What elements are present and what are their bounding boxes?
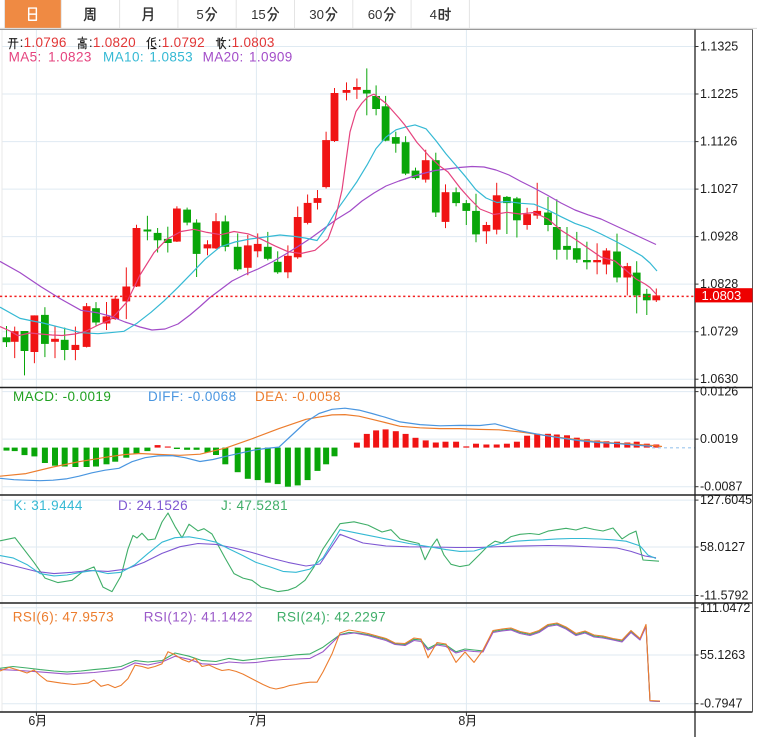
svg-text:-0.7947: -0.7947 (700, 697, 742, 711)
svg-text:J: 47.5281: J: 47.5281 (221, 498, 288, 513)
svg-text:MA20:: MA20: (203, 50, 244, 65)
svg-text:6: 6 (28, 714, 35, 728)
svg-text:30: 30 (309, 7, 324, 22)
svg-text:1.0820: 1.0820 (93, 35, 136, 50)
svg-text:1.0803: 1.0803 (232, 35, 275, 50)
svg-text:1.1225: 1.1225 (700, 87, 738, 101)
svg-text:RSI(24): 42.2297: RSI(24): 42.2297 (277, 610, 386, 625)
svg-text:1.1126: 1.1126 (700, 135, 737, 149)
svg-text:5: 5 (196, 7, 203, 22)
svg-text:DEA: -0.0058: DEA: -0.0058 (255, 389, 341, 404)
svg-text:60: 60 (368, 7, 383, 22)
svg-text:4: 4 (430, 7, 437, 22)
svg-text:7: 7 (248, 714, 255, 728)
svg-text:RSI(6): 47.9573: RSI(6): 47.9573 (13, 610, 114, 625)
svg-text:1.0909: 1.0909 (249, 50, 293, 65)
svg-text:1.0828: 1.0828 (700, 277, 738, 291)
svg-text:8: 8 (458, 714, 465, 728)
svg-text:0.0126: 0.0126 (700, 385, 738, 399)
svg-text:1.0630: 1.0630 (700, 372, 738, 386)
svg-text:55.1263: 55.1263 (700, 648, 745, 662)
svg-text::: : (20, 35, 24, 50)
svg-text:111.0472: 111.0472 (700, 601, 750, 615)
svg-text:1.0803: 1.0803 (702, 288, 742, 303)
svg-text:1.0853: 1.0853 (149, 50, 193, 65)
svg-text:1.1027: 1.1027 (700, 182, 738, 196)
svg-text:1.1325: 1.1325 (700, 40, 738, 54)
svg-text:D: 24.1526: D: 24.1526 (118, 498, 188, 513)
svg-text:1.0796: 1.0796 (24, 35, 67, 50)
svg-text:1.0823: 1.0823 (48, 50, 92, 65)
svg-text:58.0127: 58.0127 (700, 540, 745, 554)
svg-text:DIFF: -0.0068: DIFF: -0.0068 (148, 389, 236, 404)
svg-text:0.0019: 0.0019 (700, 432, 738, 446)
svg-text:1.0792: 1.0792 (162, 35, 205, 50)
svg-text:15: 15 (251, 7, 266, 22)
svg-text:-11.5792: -11.5792 (700, 589, 748, 603)
svg-text:MACD: -0.0019: MACD: -0.0019 (13, 389, 111, 404)
svg-text::: : (228, 35, 232, 50)
svg-text:127.6045: 127.6045 (700, 493, 752, 507)
svg-text::: : (89, 35, 93, 50)
svg-text:1.0729: 1.0729 (700, 325, 738, 339)
svg-text:1.0928: 1.0928 (700, 230, 738, 244)
svg-text:MA10:: MA10: (103, 50, 144, 65)
svg-text:-0.0087: -0.0087 (700, 480, 742, 494)
svg-text:K: 31.9444: K: 31.9444 (14, 498, 83, 513)
svg-text::: : (158, 35, 162, 50)
svg-text:MA5:: MA5: (9, 50, 42, 65)
svg-text:RSI(12): 41.1422: RSI(12): 41.1422 (144, 610, 253, 625)
